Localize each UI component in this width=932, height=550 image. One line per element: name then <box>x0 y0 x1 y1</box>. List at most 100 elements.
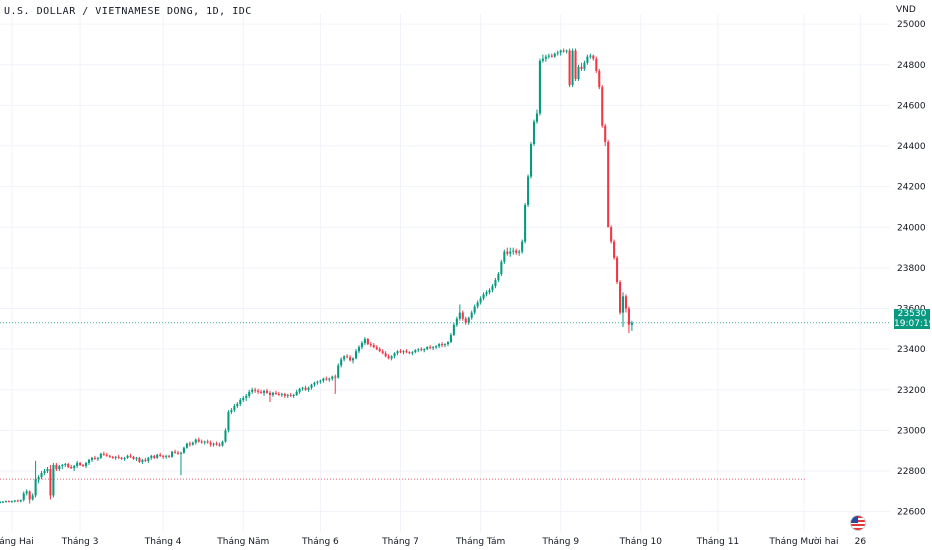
candle-body <box>328 378 331 380</box>
candle-body <box>340 359 343 366</box>
x-tick-label: Tháng Năm <box>216 537 269 547</box>
candle-body <box>79 462 82 465</box>
candle-body <box>423 349 426 351</box>
candle-body <box>408 352 411 354</box>
candle-body <box>319 380 322 382</box>
candle-body <box>402 351 405 353</box>
candle-body <box>313 382 316 385</box>
candle-body <box>200 441 203 443</box>
candle-body <box>574 50 577 80</box>
candle-body <box>589 55 592 57</box>
x-tick-label: Tháng 3 <box>61 537 99 547</box>
candle-body <box>295 391 298 395</box>
candle-body <box>595 58 598 71</box>
candle-body <box>550 55 553 57</box>
candle-body <box>43 471 46 474</box>
x-tick-label: 26 <box>855 537 867 547</box>
candle-body <box>209 442 212 445</box>
candle-body <box>265 390 269 393</box>
candle-body <box>4 501 7 503</box>
candle-body <box>515 250 518 253</box>
candle-body <box>236 404 239 407</box>
candle-body <box>168 455 171 457</box>
candle-body <box>464 318 467 323</box>
candle-body <box>58 465 61 470</box>
candle-body <box>105 454 108 456</box>
x-tick-label: tháng Hai <box>0 537 34 547</box>
candle-body <box>414 350 417 353</box>
candle-body <box>360 343 363 348</box>
us-flag-icon[interactable] <box>850 515 866 531</box>
candle-body <box>503 251 506 262</box>
candle-body <box>84 462 88 466</box>
candle-body <box>292 394 295 396</box>
candle-body <box>627 308 630 325</box>
candle-body <box>387 356 390 359</box>
candle-body <box>349 357 352 361</box>
candle-body <box>49 469 52 496</box>
candle-body <box>553 53 556 57</box>
y-tick-label: 23200 <box>897 386 926 396</box>
candle-body <box>556 52 559 54</box>
x-tick-label: Tháng 9 <box>541 537 579 547</box>
candle-body <box>206 441 209 443</box>
candle-body <box>159 454 162 456</box>
candle-body <box>7 501 10 503</box>
candle-body <box>257 390 260 392</box>
candlestick-series <box>0 48 633 504</box>
candle-body <box>147 457 150 461</box>
candle-body <box>111 456 114 458</box>
candle-body <box>411 352 414 354</box>
candle-body <box>90 457 94 460</box>
last-price-tag: 23530 19:07:19 <box>894 309 932 329</box>
candle-body <box>129 455 132 457</box>
candle-body <box>176 452 180 454</box>
candle-body <box>624 296 628 309</box>
candle-body <box>458 312 461 319</box>
candle-body <box>417 349 420 351</box>
candle-body <box>446 342 450 345</box>
reference-lines <box>0 322 890 480</box>
candle-body <box>67 463 70 467</box>
candle-body <box>351 358 355 361</box>
candle-body <box>429 347 432 349</box>
candle-body <box>268 392 272 395</box>
candle-body <box>512 250 515 252</box>
candle-body <box>99 453 102 458</box>
candle-body <box>621 296 625 313</box>
candle-body <box>64 463 67 465</box>
candle-body <box>586 56 589 63</box>
candle-body <box>277 393 280 395</box>
candle-body <box>10 501 13 503</box>
candle-body <box>117 456 120 458</box>
y-tick-label: 24000 <box>897 223 926 233</box>
candle-body <box>70 466 73 469</box>
candle-body <box>343 356 346 360</box>
candle-body <box>215 443 218 445</box>
candle-body <box>46 469 49 472</box>
y-tick-label: 24200 <box>897 183 926 193</box>
candle-body <box>500 261 503 275</box>
candle-body <box>369 344 372 346</box>
candle-body <box>31 495 34 500</box>
candle-body <box>482 294 485 299</box>
candle-body <box>188 443 191 445</box>
candle-body <box>618 282 622 313</box>
candle-body <box>583 62 586 69</box>
candle-body <box>304 387 307 390</box>
candle-body <box>630 322 633 325</box>
candle-body <box>331 376 334 379</box>
candle-body <box>378 349 381 352</box>
candle-body <box>488 290 491 293</box>
candle-body <box>37 477 40 480</box>
candle-body <box>13 500 16 502</box>
candle-body <box>532 121 536 145</box>
candle-body <box>438 344 441 347</box>
candle-body <box>616 257 619 283</box>
candle-body <box>182 447 185 453</box>
candle-body <box>455 318 458 325</box>
candle-body <box>162 455 165 457</box>
candle-body <box>251 389 254 392</box>
y-tick-label: 23400 <box>897 345 926 355</box>
